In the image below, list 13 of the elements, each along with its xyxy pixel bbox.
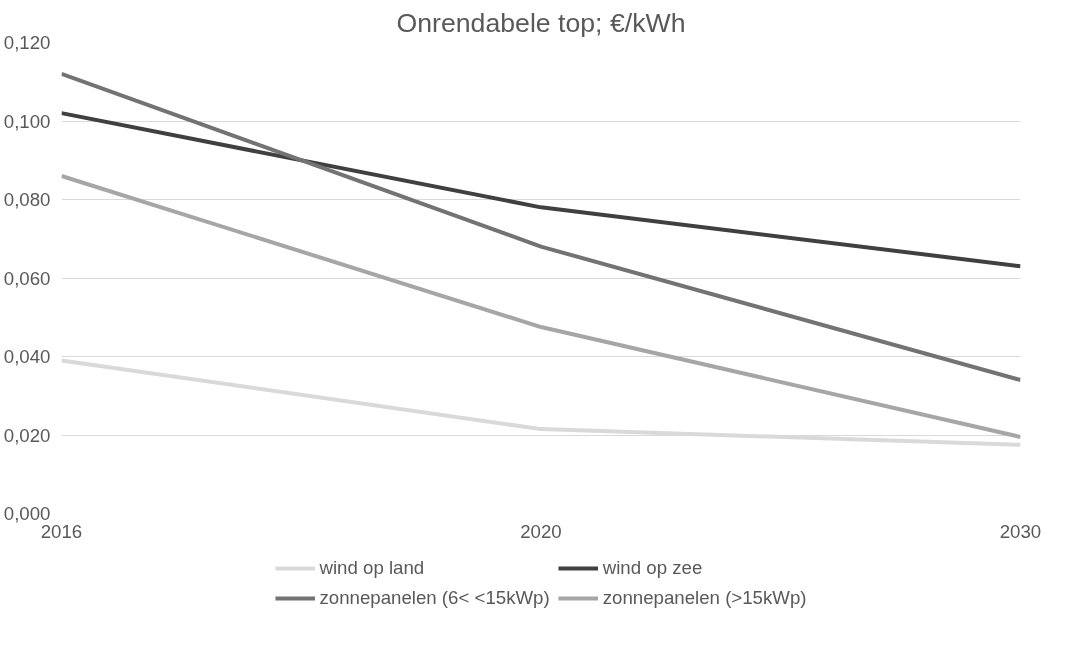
legend-label: wind op zee xyxy=(602,556,704,579)
y-tick-label: 0,120 xyxy=(3,32,51,53)
legend-label: wind op land xyxy=(319,556,426,579)
y-tick-label: 0,100 xyxy=(3,110,51,132)
legend-label: zonnepanelen (>15kWp) xyxy=(602,586,807,609)
y-tick-label: 0,080 xyxy=(3,189,51,210)
x-tick-label: 2030 xyxy=(999,520,1042,542)
y-tick-label: 0,060 xyxy=(3,267,51,289)
y-tick-label: 0,020 xyxy=(3,424,51,446)
chart-title: Onrendabele top; €/kWh xyxy=(396,7,686,38)
y-tick-label: 0,040 xyxy=(3,346,51,367)
legend-label: zonnepanelen (6< <15kWp) xyxy=(319,586,550,609)
x-tick-label: 2020 xyxy=(520,520,562,542)
